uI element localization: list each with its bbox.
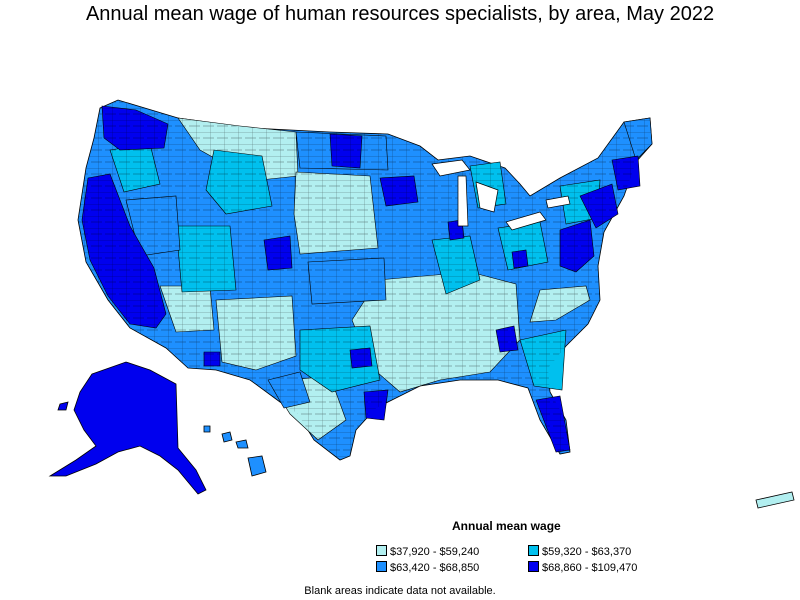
hawaii <box>203 425 267 477</box>
legend-swatch-tier-4 <box>528 561 539 572</box>
legend-label-tier-1: $37,920 - $59,240 <box>390 546 480 558</box>
legend-label-tier-4: $68,860 - $109,470 <box>542 562 638 574</box>
footnote: Blank areas indicate data not available. <box>304 585 496 597</box>
puerto-rico <box>755 491 795 509</box>
legend-item-tier-4: $68,860 - $109,470 <box>528 561 637 575</box>
great-lakes <box>431 159 571 231</box>
legend-swatch-tier-2 <box>528 545 539 556</box>
legend-title: Annual mean wage <box>452 519 561 533</box>
legend-item-tier-2: $59,320 - $63,370 <box>528 545 631 559</box>
legend-item-tier-3: $63,420 - $68,850 <box>376 561 479 575</box>
legend-swatch-tier-3 <box>376 561 387 572</box>
legend-swatch-tier-1 <box>376 545 387 556</box>
map-title: Annual mean wage of human resources spec… <box>85 3 715 25</box>
alaska-mainland <box>48 361 207 495</box>
legend-label-tier-3: $63,420 - $68,850 <box>390 562 480 574</box>
legend-label-tier-2: $59,320 - $63,370 <box>542 546 632 558</box>
legend-item-tier-1: $37,920 - $59,240 <box>376 545 479 559</box>
alaska <box>48 361 207 495</box>
